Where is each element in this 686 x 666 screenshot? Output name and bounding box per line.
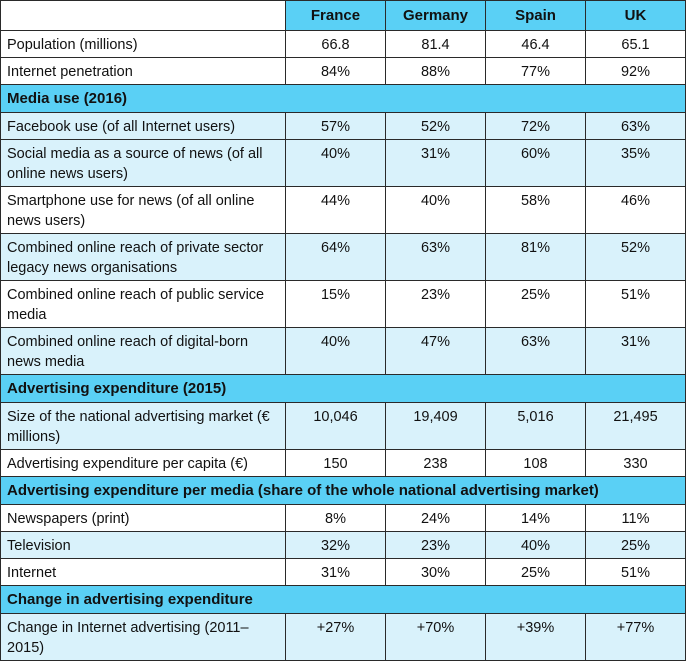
cell-value: 46.4 bbox=[485, 30, 586, 58]
table-row: Combined online reach of private sector … bbox=[0, 233, 686, 281]
section-header-ad-expenditure: Advertising expenditure (2015) bbox=[0, 374, 686, 403]
cell-value: 57% bbox=[285, 112, 386, 140]
cell-value: 330 bbox=[585, 449, 686, 477]
section-title: Advertising expenditure per media (share… bbox=[0, 476, 686, 505]
cell-value: 77% bbox=[485, 57, 586, 85]
table-row: Social media as a source of news (of all… bbox=[0, 139, 686, 187]
cell-value: 21,495 bbox=[585, 402, 686, 450]
cell-value: 8% bbox=[285, 504, 386, 532]
cell-value: 40% bbox=[285, 327, 386, 375]
row-label: Smartphone use for news (of all online n… bbox=[0, 186, 286, 234]
cell-value: 10,046 bbox=[285, 402, 386, 450]
cell-value: 24% bbox=[385, 504, 486, 532]
table-row: Population (millions) 66.8 81.4 46.4 65.… bbox=[0, 30, 686, 58]
row-label: Internet bbox=[0, 558, 286, 586]
cell-value: 63% bbox=[585, 112, 686, 140]
row-label: Combined online reach of digital-born ne… bbox=[0, 327, 286, 375]
cell-value: 31% bbox=[385, 139, 486, 187]
cell-value: +39% bbox=[485, 613, 586, 661]
cell-value: 66.8 bbox=[285, 30, 386, 58]
cell-value: 30% bbox=[385, 558, 486, 586]
row-label: Change in Internet advertising (2011–201… bbox=[0, 613, 286, 661]
header-france: France bbox=[285, 0, 386, 31]
header-germany: Germany bbox=[385, 0, 486, 31]
cell-value: 150 bbox=[285, 449, 386, 477]
row-label: Population (millions) bbox=[0, 30, 286, 58]
cell-value: +70% bbox=[385, 613, 486, 661]
header-spain: Spain bbox=[485, 0, 586, 31]
cell-value: 31% bbox=[585, 327, 686, 375]
table-row: Size of the national advertising market … bbox=[0, 402, 686, 450]
cell-value: 81.4 bbox=[385, 30, 486, 58]
cell-value: 88% bbox=[385, 57, 486, 85]
cell-value: 63% bbox=[385, 233, 486, 281]
cell-value: 40% bbox=[285, 139, 386, 187]
cell-value: 52% bbox=[385, 112, 486, 140]
cell-value: 46% bbox=[585, 186, 686, 234]
table-row: Facebook use (of all Internet users) 57%… bbox=[0, 112, 686, 140]
cell-value: 44% bbox=[285, 186, 386, 234]
cell-value: 23% bbox=[385, 280, 486, 328]
row-label: Facebook use (of all Internet users) bbox=[0, 112, 286, 140]
cell-value: 14% bbox=[485, 504, 586, 532]
table-row: Combined online reach of public service … bbox=[0, 280, 686, 328]
cell-value: +77% bbox=[585, 613, 686, 661]
section-header-media-use: Media use (2016) bbox=[0, 84, 686, 113]
row-label: Advertising expenditure per capita (€) bbox=[0, 449, 286, 477]
cell-value: 32% bbox=[285, 531, 386, 559]
row-label: Newspapers (print) bbox=[0, 504, 286, 532]
cell-value: 25% bbox=[485, 280, 586, 328]
table-row: Internet penetration 84% 88% 77% 92% bbox=[0, 57, 686, 85]
table-row: Change in Internet advertising (2011–201… bbox=[0, 613, 686, 661]
cell-value: 25% bbox=[585, 531, 686, 559]
cell-value: 51% bbox=[585, 280, 686, 328]
cell-value: 19,409 bbox=[385, 402, 486, 450]
cell-value: +27% bbox=[285, 613, 386, 661]
cell-value: 64% bbox=[285, 233, 386, 281]
table-row: Newspapers (print) 8% 24% 14% 11% bbox=[0, 504, 686, 532]
cell-value: 15% bbox=[285, 280, 386, 328]
cell-value: 35% bbox=[585, 139, 686, 187]
cell-value: 25% bbox=[485, 558, 586, 586]
table-row: Advertising expenditure per capita (€) 1… bbox=[0, 449, 686, 477]
row-label: Social media as a source of news (of all… bbox=[0, 139, 286, 187]
cell-value: 47% bbox=[385, 327, 486, 375]
cell-value: 5,016 bbox=[485, 402, 586, 450]
cell-value: 40% bbox=[385, 186, 486, 234]
section-title: Media use (2016) bbox=[0, 84, 686, 113]
cell-value: 52% bbox=[585, 233, 686, 281]
cell-value: 23% bbox=[385, 531, 486, 559]
row-label: Television bbox=[0, 531, 286, 559]
table-row: Smartphone use for news (of all online n… bbox=[0, 186, 686, 234]
cell-value: 51% bbox=[585, 558, 686, 586]
section-title: Change in advertising expenditure bbox=[0, 585, 686, 614]
cell-value: 92% bbox=[585, 57, 686, 85]
cell-value: 63% bbox=[485, 327, 586, 375]
cell-value: 81% bbox=[485, 233, 586, 281]
section-title: Advertising expenditure (2015) bbox=[0, 374, 686, 403]
table-row: Internet 31% 30% 25% 51% bbox=[0, 558, 686, 586]
cell-value: 58% bbox=[485, 186, 586, 234]
cell-value: 60% bbox=[485, 139, 586, 187]
cell-value: 31% bbox=[285, 558, 386, 586]
row-label: Internet penetration bbox=[0, 57, 286, 85]
row-label: Size of the national advertising market … bbox=[0, 402, 286, 450]
table-row: Television 32% 23% 40% 25% bbox=[0, 531, 686, 559]
row-label: Combined online reach of public service … bbox=[0, 280, 286, 328]
row-label: Combined online reach of private sector … bbox=[0, 233, 286, 281]
table-row: Combined online reach of digital-born ne… bbox=[0, 327, 686, 375]
cell-value: 65.1 bbox=[585, 30, 686, 58]
section-header-ad-per-media: Advertising expenditure per media (share… bbox=[0, 476, 686, 505]
cell-value: 11% bbox=[585, 504, 686, 532]
cell-value: 72% bbox=[485, 112, 586, 140]
section-header-ad-change: Change in advertising expenditure bbox=[0, 585, 686, 614]
cell-value: 84% bbox=[285, 57, 386, 85]
cell-value: 108 bbox=[485, 449, 586, 477]
header-corner bbox=[0, 0, 286, 31]
cell-value: 238 bbox=[385, 449, 486, 477]
cell-value: 40% bbox=[485, 531, 586, 559]
header-row: France Germany Spain UK bbox=[0, 0, 686, 31]
header-uk: UK bbox=[585, 0, 686, 31]
